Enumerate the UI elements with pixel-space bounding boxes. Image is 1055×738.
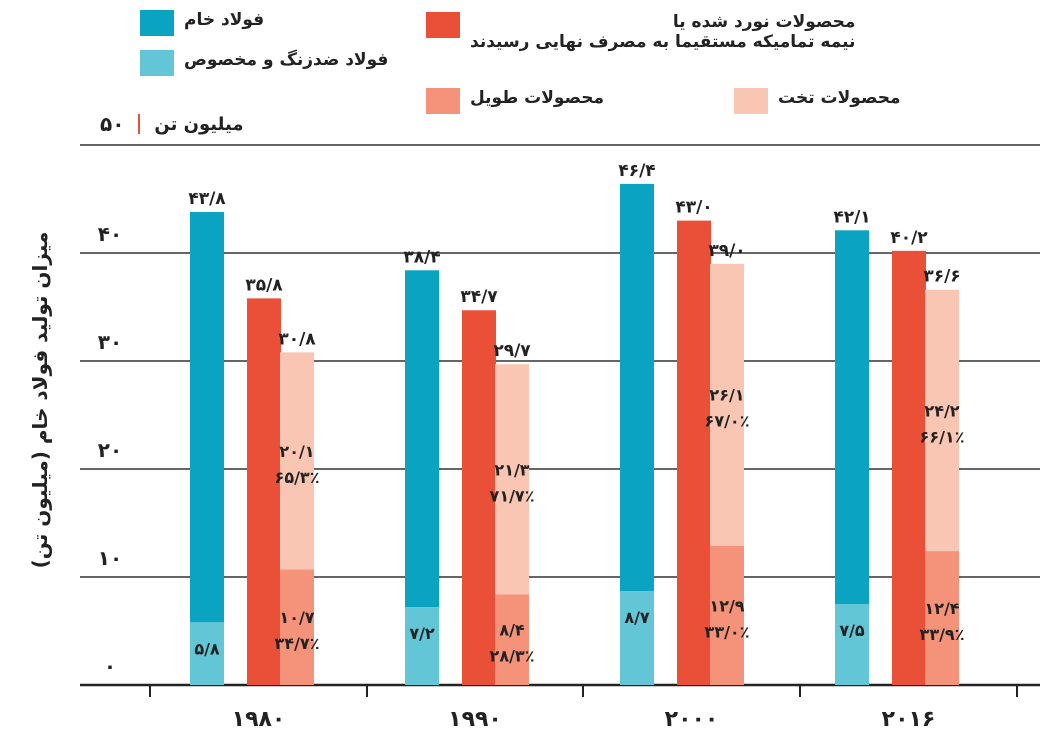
bar-flat xyxy=(710,263,744,546)
y-tick-label: ۲۰ xyxy=(98,438,122,462)
y-tick-label: ۰ xyxy=(104,654,116,678)
data-label-flat-pct: ۶۵/۳٪ xyxy=(275,468,320,487)
bar-long xyxy=(280,569,314,685)
bar-flat xyxy=(280,352,314,570)
legend-rolled-label: محصولات نورد شده یا نیمه تمامیکه مستقیما… xyxy=(470,12,856,52)
bar-rolled xyxy=(462,310,496,685)
data-label-long: ۸/۴ xyxy=(499,621,525,640)
data-label-flat-pct: ۶۷/۰٪ xyxy=(705,412,750,431)
y-tick-label: ۱۰ xyxy=(98,546,122,570)
data-label-rolled: ۴۰/۲ xyxy=(890,228,928,248)
data-label-rolled: ۳۵/۸ xyxy=(245,275,283,295)
bar-stainless xyxy=(190,622,224,685)
bar-stainless xyxy=(835,604,869,685)
data-label-long-flat-total: ۳۶/۶ xyxy=(923,267,960,287)
data-label-stainless: ۸/۷ xyxy=(624,608,650,627)
data-label-crude: ۴۲/۱ xyxy=(833,207,870,227)
data-label-crude: ۴۳/۸ xyxy=(188,189,226,209)
legend-long: محصولات طویل xyxy=(426,88,604,114)
data-label-flat: ۲۴/۲ xyxy=(924,401,959,420)
data-label-stainless: ۷/۵ xyxy=(839,621,865,640)
data-label-flat-pct: ۶۶/۱٪ xyxy=(920,427,965,446)
bar-rolled xyxy=(677,220,711,685)
data-label-flat: ۲۶/۱ xyxy=(709,386,744,405)
legend-rolled: محصولات نورد شده یا نیمه تمامیکه مستقیما… xyxy=(426,12,855,52)
data-label-long-pct: ۳۳/۹٪ xyxy=(920,625,965,644)
data-label-flat: ۲۰/۱ xyxy=(279,442,314,461)
legend-crude-label: فولاد خام xyxy=(184,10,265,30)
bar-rolled xyxy=(892,250,926,685)
legend-flat-swatch xyxy=(734,88,768,114)
bar-stainless xyxy=(405,607,439,685)
data-label-crude: ۴۶/۴ xyxy=(618,161,655,181)
legend-crude: فولاد خام xyxy=(140,10,264,36)
data-label-long-flat-total: ۲۹/۷ xyxy=(493,341,531,361)
legend-long-swatch xyxy=(426,88,460,114)
y-axis-label: میزان تولید فولاد خام (میلیون تن) xyxy=(28,231,52,569)
legend-stainless-swatch xyxy=(140,50,174,76)
data-label-flat-pct: ۷۱/۷٪ xyxy=(490,486,535,505)
bar-crude xyxy=(190,211,224,623)
bar-stainless xyxy=(620,591,654,685)
legend-flat: محصولات تخت xyxy=(734,88,900,114)
data-label-long: ۱۰/۷ xyxy=(279,608,314,627)
unit-label: میلیون تن xyxy=(154,113,244,135)
data-label-flat: ۲۱/۳ xyxy=(494,460,529,479)
unit-indicator: ۵۰ میلیون تن xyxy=(100,112,243,136)
legend-flat-label: محصولات تخت xyxy=(778,88,901,108)
legend-stainless-label: فولاد ضدزنگ و مخصوص xyxy=(184,50,389,70)
data-label-rolled: ۳۴/۷ xyxy=(460,287,498,307)
data-label-rolled: ۴۳/۰ xyxy=(675,198,712,218)
data-label-crude: ۳۸/۴ xyxy=(403,247,440,267)
data-label-long-pct: ۳۳/۰٪ xyxy=(705,622,750,641)
unit-marker xyxy=(138,114,141,134)
bar-flat xyxy=(495,364,529,595)
y-tick-label: ۴۰ xyxy=(98,222,122,246)
x-category-label: ۲۰۰۰ xyxy=(665,707,719,732)
legend-long-label: محصولات طویل xyxy=(470,88,605,108)
y-tick-label: ۳۰ xyxy=(98,330,122,354)
bar-crude xyxy=(405,270,439,608)
bar-rolled xyxy=(247,298,281,685)
y-tick-top-label: ۵۰ xyxy=(100,112,125,136)
data-label-long: ۱۲/۴ xyxy=(924,599,959,618)
bar-crude xyxy=(620,183,654,592)
x-category-label: ۱۹۹۰ xyxy=(448,707,502,732)
data-label-long-flat-total: ۳۰/۸ xyxy=(278,329,316,349)
data-label-long-pct: ۲۸/۳٪ xyxy=(490,647,535,666)
x-category-label: ۲۰۱۶ xyxy=(882,707,936,732)
bar-crude xyxy=(835,230,869,604)
bar-long xyxy=(710,545,744,685)
data-label-long-pct: ۳۴/۷٪ xyxy=(275,634,320,653)
bar-long xyxy=(495,594,529,685)
legend-stainless: فولاد ضدزنگ و مخصوص xyxy=(140,50,388,76)
data-label-stainless: ۵/۸ xyxy=(194,639,220,658)
data-label-long: ۱۲/۹ xyxy=(709,596,744,615)
data-label-long-flat-total: ۳۹/۰ xyxy=(708,241,745,261)
legend-crude-swatch xyxy=(140,10,174,36)
data-label-stainless: ۷/۲ xyxy=(409,624,435,643)
x-category-label: ۱۹۸۰ xyxy=(232,707,286,732)
bar-flat xyxy=(925,289,959,552)
bar-long xyxy=(925,551,959,685)
legend-rolled-swatch xyxy=(426,12,460,38)
